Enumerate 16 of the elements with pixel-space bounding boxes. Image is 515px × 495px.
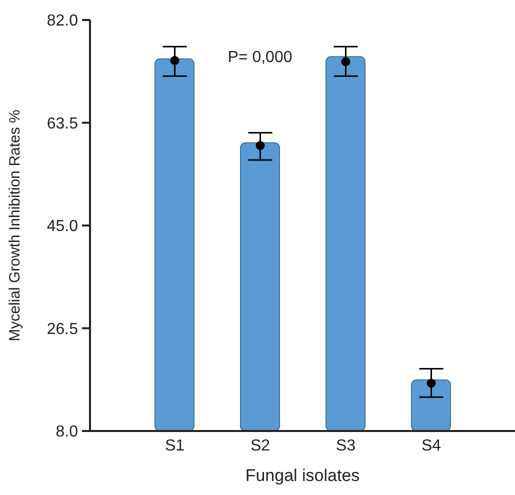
x-tick-label: S3 — [336, 437, 356, 454]
y-tick-label: 63.5 — [46, 115, 78, 132]
x-axis-title: Fungal isolates — [245, 466, 360, 485]
point — [341, 57, 350, 66]
x-tick-label: S4 — [421, 437, 442, 454]
point — [170, 56, 180, 66]
point — [426, 378, 436, 388]
x-tick-label: S2 — [250, 437, 270, 454]
y-tick-label: 45.0 — [46, 218, 78, 236]
point — [256, 141, 265, 150]
annotation: P= 0,000 — [228, 49, 292, 66]
y-tick-label: 8.0 — [56, 424, 78, 441]
y-axis-title: Mycelial Growth Inhibition Rates % — [6, 110, 24, 342]
y-tick-label: 82.0 — [46, 12, 78, 30]
x-tick-label: S1 — [164, 437, 185, 454]
y-tick-label: 26.5 — [46, 320, 78, 338]
